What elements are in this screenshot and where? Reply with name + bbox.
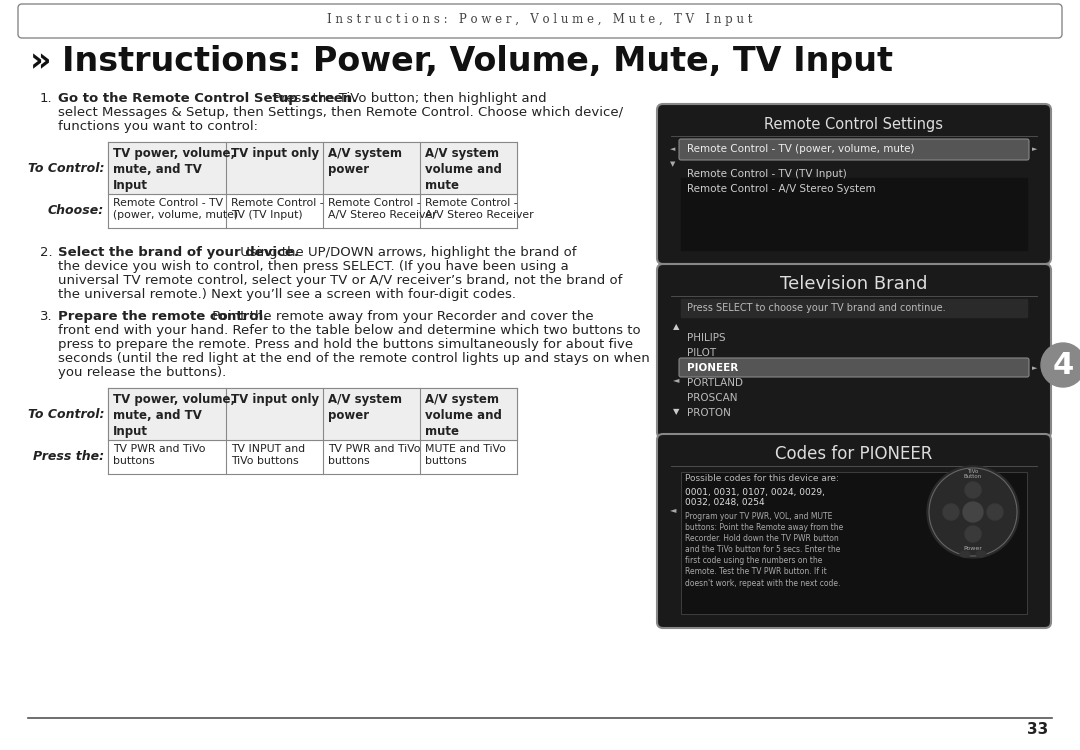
Text: MUTE and TiVo
buttons: MUTE and TiVo buttons — [426, 444, 505, 466]
Ellipse shape — [960, 551, 970, 557]
Text: PORTLAND: PORTLAND — [687, 378, 743, 388]
Text: functions you want to control:: functions you want to control: — [58, 120, 258, 133]
Text: 4: 4 — [1052, 350, 1074, 380]
Text: Remote Control - TV
(power, volume, mute): Remote Control - TV (power, volume, mute… — [113, 198, 238, 220]
Text: Television Brand: Television Brand — [780, 275, 928, 293]
Text: ►: ► — [1032, 365, 1038, 371]
Text: TiVo
Button: TiVo Button — [963, 469, 982, 479]
Bar — [681, 472, 1027, 614]
Text: seconds (until the red light at the end of the remote control lights up and stay: seconds (until the red light at the end … — [58, 352, 650, 365]
Text: you release the buttons).: you release the buttons). — [58, 366, 226, 379]
Text: Press the:: Press the: — [32, 451, 104, 464]
Text: Instructions: Power, Volume, Mute, TV Input: Instructions: Power, Volume, Mute, TV In… — [62, 46, 893, 79]
Text: the device you wish to control, then press SELECT. (If you have been using a: the device you wish to control, then pre… — [58, 260, 569, 273]
Text: TV power, volume,
mute, and TV
Input: TV power, volume, mute, and TV Input — [113, 393, 235, 438]
Text: I n s t r u c t i o n s :   P o w e r ,   V o l u m e ,   M u t e ,   T V   I n : I n s t r u c t i o n s : P o w e r , V … — [327, 13, 753, 26]
FancyBboxPatch shape — [657, 434, 1051, 628]
Text: ◄: ◄ — [673, 376, 679, 385]
Text: TV INPUT and
TiVo buttons: TV INPUT and TiVo buttons — [231, 444, 306, 466]
Text: To Control:: To Control: — [27, 161, 104, 175]
Text: 1.: 1. — [40, 92, 53, 105]
Text: PIONEER: PIONEER — [687, 363, 739, 373]
Text: Using the UP/DOWN arrows, highlight the brand of: Using the UP/DOWN arrows, highlight the … — [235, 246, 576, 259]
FancyBboxPatch shape — [679, 139, 1029, 160]
Text: To Control:: To Control: — [27, 407, 104, 421]
Text: Choose:: Choose: — [48, 205, 104, 218]
Text: 2.: 2. — [40, 246, 53, 259]
Text: A/V system
volume and
mute: A/V system volume and mute — [426, 393, 502, 438]
Text: the universal remote.) Next you’ll see a screen with four-digit codes.: the universal remote.) Next you’ll see a… — [58, 288, 516, 301]
Text: TV PWR and TiVo
buttons: TV PWR and TiVo buttons — [328, 444, 420, 466]
Text: Press the TiVo button; then highlight and: Press the TiVo button; then highlight an… — [269, 92, 546, 105]
Text: A/V system
power: A/V system power — [328, 393, 402, 422]
Text: Go to the Remote Control Setup screen.: Go to the Remote Control Setup screen. — [58, 92, 357, 105]
Circle shape — [966, 482, 981, 498]
Text: TV power, volume,
mute, and TV
Input: TV power, volume, mute, and TV Input — [113, 147, 235, 192]
Ellipse shape — [976, 551, 986, 557]
FancyBboxPatch shape — [657, 264, 1051, 438]
Text: Remote Control -
A/V Stereo Receiver: Remote Control - A/V Stereo Receiver — [328, 198, 436, 220]
Text: A/V system
volume and
mute: A/V system volume and mute — [426, 147, 502, 192]
Text: Remote Control - A/V Stereo System: Remote Control - A/V Stereo System — [687, 184, 876, 194]
Text: ◄: ◄ — [670, 506, 676, 515]
Bar — [681, 178, 1027, 250]
Text: front end with your hand. Refer to the table below and determine which two butto: front end with your hand. Refer to the t… — [58, 324, 640, 337]
Text: PILOT: PILOT — [687, 348, 716, 358]
Bar — [108, 388, 517, 440]
Text: Remote Control - TV (power, volume, mute): Remote Control - TV (power, volume, mute… — [687, 145, 915, 154]
Circle shape — [943, 504, 959, 520]
Circle shape — [963, 502, 983, 522]
Text: Select the brand of your device.: Select the brand of your device. — [58, 246, 299, 259]
Text: ▼: ▼ — [673, 407, 679, 416]
Text: PROSCAN: PROSCAN — [687, 393, 738, 403]
Text: Remote Control - TV (TV Input): Remote Control - TV (TV Input) — [687, 169, 847, 179]
Text: 3.: 3. — [40, 310, 53, 323]
Text: Prepare the remote control.: Prepare the remote control. — [58, 310, 268, 323]
Text: ▲: ▲ — [673, 322, 679, 332]
Text: ◄: ◄ — [671, 146, 676, 152]
FancyBboxPatch shape — [679, 358, 1029, 377]
Text: select Messages & Setup, then Settings, then Remote Control. Choose which device: select Messages & Setup, then Settings, … — [58, 106, 623, 119]
Text: Program your TV PWR, VOL, and MUTE
buttons: Point the Remote away from the
Recor: Program your TV PWR, VOL, and MUTE butto… — [685, 512, 843, 587]
Text: TV input only: TV input only — [231, 393, 319, 406]
FancyBboxPatch shape — [18, 4, 1062, 38]
Text: Press SELECT to choose your TV brand and continue.: Press SELECT to choose your TV brand and… — [687, 303, 946, 313]
Text: 33: 33 — [1027, 722, 1049, 737]
Text: ►: ► — [1032, 146, 1038, 152]
Text: Possible codes for this device are:: Possible codes for this device are: — [685, 474, 839, 483]
Text: PHILIPS: PHILIPS — [687, 333, 726, 343]
Text: universal TV remote control, select your TV or A/V receiver’s brand, not the bra: universal TV remote control, select your… — [58, 274, 622, 287]
Text: TV input only: TV input only — [231, 147, 319, 160]
Text: A/V system
power: A/V system power — [328, 147, 402, 176]
Text: Remote Control Settings: Remote Control Settings — [765, 116, 944, 131]
Text: »: » — [30, 46, 52, 79]
Bar — [681, 299, 1027, 317]
Text: TV PWR and TiVo
buttons: TV PWR and TiVo buttons — [113, 444, 205, 466]
Text: 0001, 0031, 0107, 0024, 0029,
0032, 0248, 0254: 0001, 0031, 0107, 0024, 0029, 0032, 0248… — [685, 488, 825, 508]
Circle shape — [987, 504, 1003, 520]
Circle shape — [927, 466, 1020, 558]
Text: PROTON: PROTON — [687, 408, 731, 418]
Bar — [108, 142, 517, 194]
Text: press to prepare the remote. Press and hold the buttons simultaneously for about: press to prepare the remote. Press and h… — [58, 338, 633, 351]
Text: ▼: ▼ — [671, 161, 676, 167]
Circle shape — [966, 526, 981, 542]
Text: Remote Control -
TV (TV Input): Remote Control - TV (TV Input) — [231, 198, 324, 220]
FancyBboxPatch shape — [657, 104, 1051, 264]
Text: Power: Power — [963, 545, 983, 550]
Text: Codes for PIONEER: Codes for PIONEER — [775, 445, 933, 463]
Circle shape — [1041, 343, 1080, 387]
Text: Point the remote away from your Recorder and cover the: Point the remote away from your Recorder… — [207, 310, 594, 323]
Text: Remote Control -
A/V Stereo Receiver: Remote Control - A/V Stereo Receiver — [426, 198, 534, 220]
